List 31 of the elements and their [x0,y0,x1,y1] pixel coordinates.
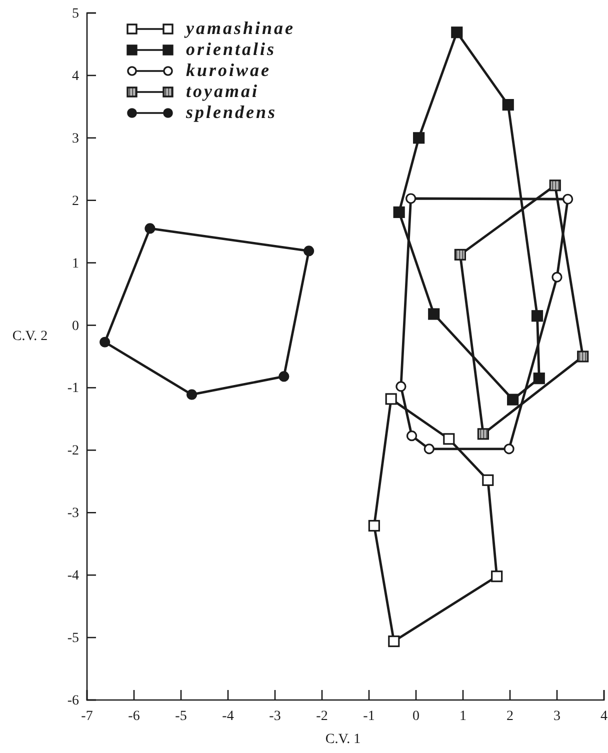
y-tick-label: -3 [67,506,79,522]
y-tick-label: 2 [72,194,79,209]
x-tick-label: 3 [554,708,560,724]
x-tick-label: -2 [316,708,328,724]
legend-label: orientalis [186,39,276,59]
y-tick-label: 4 [72,68,79,84]
y-tick-label: 3 [72,131,79,146]
y-tick-label: -6 [67,693,79,708]
x-tick-label: -3 [269,708,281,724]
x-tick-label: 0 [412,708,420,724]
legend-label: toyamai [186,81,259,101]
y-tick-label: -2 [67,444,79,459]
legend-label: splendens [185,102,278,122]
x-tick-label: -7 [81,708,93,724]
x-tick-label: 4 [600,708,608,724]
y-tick-label: -4 [67,568,79,584]
legend-label: yamashinae [184,18,296,38]
y-tick-label: -5 [67,631,79,646]
x-tick-label: 2 [506,708,514,724]
x-tick-label: 1 [460,708,466,724]
y-tick-label: 5 [72,6,79,22]
x-tick-label: -5 [175,708,187,724]
legend-label: kuroiwae [186,60,272,80]
y-tick-label: 0 [72,318,79,334]
y-tick-label: 1 [72,256,79,272]
x-tick-label: -1 [363,708,375,724]
x-axis-title: C.V. 1 [325,732,361,747]
y-axis-title: C.V. 2 [12,329,48,344]
y-tick-label: -1 [67,381,79,396]
x-tick-label: -4 [222,708,234,724]
x-tick-label: -6 [128,708,140,724]
